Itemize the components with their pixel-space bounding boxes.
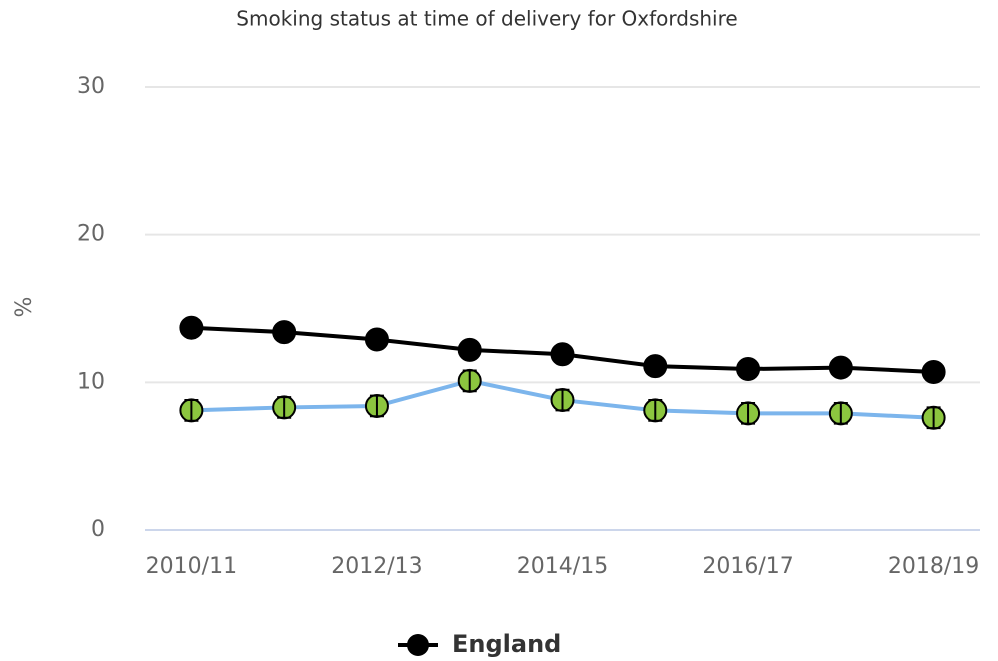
error-bar (741, 402, 756, 425)
marker (828, 355, 853, 380)
y-axis-label: % (12, 297, 37, 318)
error-bar (184, 399, 199, 422)
x-tick-label: 2014/15 (517, 554, 608, 579)
marker (736, 357, 761, 382)
error-bar (833, 402, 848, 425)
legend-marker (407, 634, 429, 656)
y-tick-label: 0 (91, 517, 105, 542)
error-bar (369, 394, 384, 418)
y-tick-label: 30 (77, 74, 105, 99)
y-tick-label: 10 (77, 369, 105, 394)
chart-title: Smoking status at time of delivery for O… (236, 7, 737, 31)
error-bar (462, 369, 477, 393)
legend-label: England (452, 630, 561, 658)
x-tick-label: 2012/13 (331, 554, 422, 579)
marker (364, 327, 389, 352)
error-bar (555, 388, 570, 412)
x-tick-label: 2016/17 (702, 554, 793, 579)
marker (179, 315, 204, 340)
x-tick-label: 2018/19 (888, 554, 979, 579)
marker (643, 354, 668, 379)
marker (550, 342, 575, 367)
x-tick-label: 2010/11 (146, 554, 237, 579)
marker (272, 320, 297, 345)
marker (457, 337, 482, 362)
y-tick-label: 20 (77, 222, 105, 247)
error-bar (277, 396, 292, 419)
error-bar (926, 406, 941, 430)
marker (921, 359, 946, 384)
error-bar (648, 399, 663, 422)
